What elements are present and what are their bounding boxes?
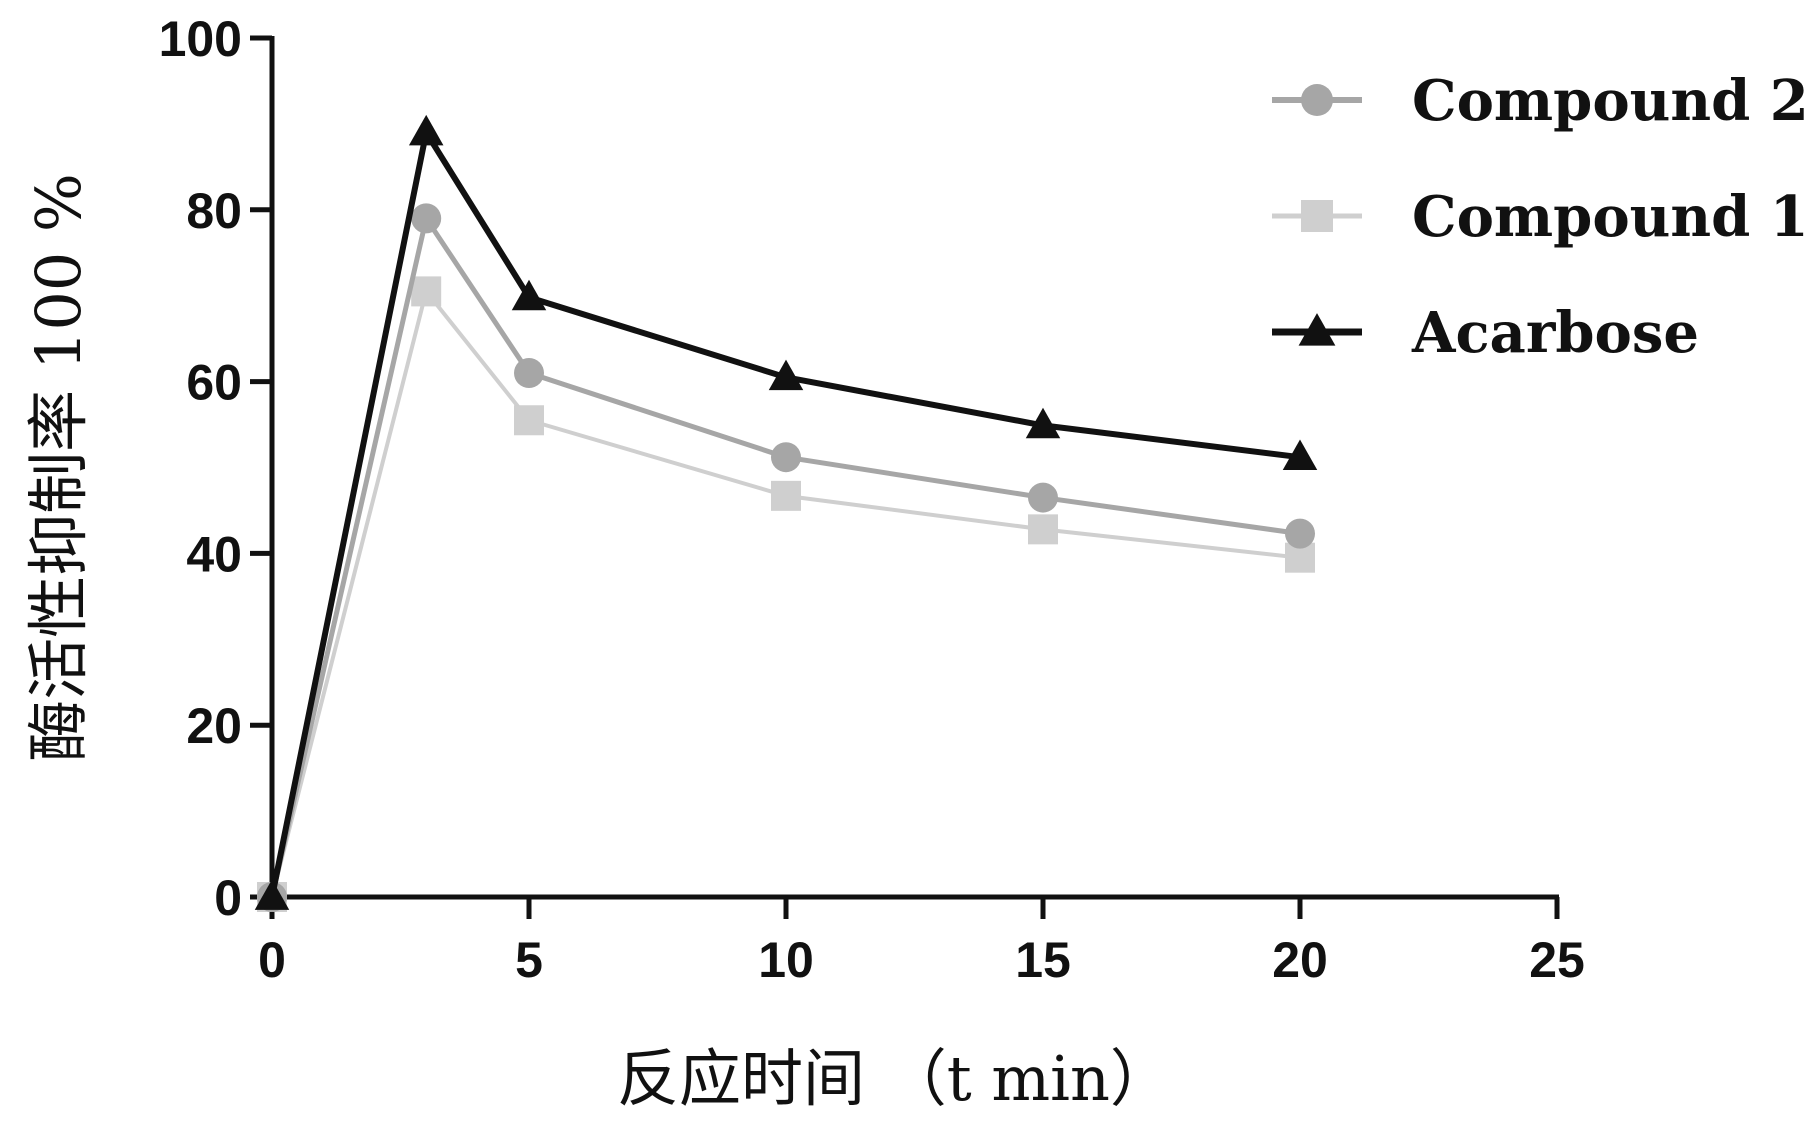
series-line	[270, 289, 1301, 898]
data-point	[254, 879, 290, 910]
data-point	[511, 279, 547, 311]
data-point	[514, 358, 544, 389]
x-axis-title: 反应时间 （t min）	[617, 1042, 1172, 1115]
x-tick-label: 0	[258, 932, 286, 988]
data-point	[408, 114, 444, 146]
legend-label: Compound 2	[1412, 68, 1809, 134]
series-acarbose	[254, 114, 1318, 910]
data-point	[411, 203, 442, 234]
y-tick-label: 0	[214, 870, 242, 926]
legend-marker	[1301, 84, 1333, 116]
data-point	[1285, 518, 1315, 549]
y-tick-label: 20	[186, 698, 242, 754]
data-point	[514, 405, 544, 436]
data-point	[1025, 407, 1061, 439]
y-axis-title: 酶活性抑制率 100 %	[22, 173, 95, 762]
legend-marker	[1301, 200, 1333, 232]
x-tick-label: 15	[1015, 932, 1071, 988]
legend-label: Compound 1	[1412, 184, 1809, 250]
series-compound-1	[257, 276, 1315, 912]
series-line	[269, 129, 1301, 898]
data-point	[771, 442, 801, 473]
x-tick-label: 20	[1272, 932, 1328, 988]
data-point	[1028, 514, 1058, 545]
legend: Compound 2 Compound 1 Acarbose	[1272, 68, 1809, 366]
legend-item: Compound 1	[1272, 184, 1809, 250]
series-layer	[254, 114, 1318, 912]
series-compound-2	[257, 203, 1315, 912]
y-tick-label: 100	[159, 11, 242, 67]
legend-marker	[1298, 313, 1336, 346]
data-point	[411, 276, 442, 307]
data-point	[771, 480, 801, 511]
x-tick-label: 5	[515, 932, 543, 988]
legend-item: Acarbose	[1272, 300, 1699, 366]
data-point	[1282, 439, 1318, 471]
series-line	[269, 215, 1301, 898]
data-point	[768, 359, 804, 391]
data-point	[1028, 482, 1058, 513]
axes: 0 20 40 60 80 100 0 5 10 15 20 25	[159, 11, 1585, 988]
y-tick-label: 40	[186, 526, 242, 582]
y-tick-label: 80	[186, 183, 242, 239]
y-tick-label: 60	[186, 355, 242, 411]
legend-label: Acarbose	[1411, 300, 1699, 366]
y-ticks: 0 20 40 60 80 100	[159, 11, 272, 926]
x-tick-label: 10	[758, 932, 814, 988]
x-ticks: 0 5 10 15 20 25	[258, 897, 1585, 988]
x-tick-label: 25	[1529, 932, 1585, 988]
legend-item: Compound 2	[1272, 68, 1809, 134]
